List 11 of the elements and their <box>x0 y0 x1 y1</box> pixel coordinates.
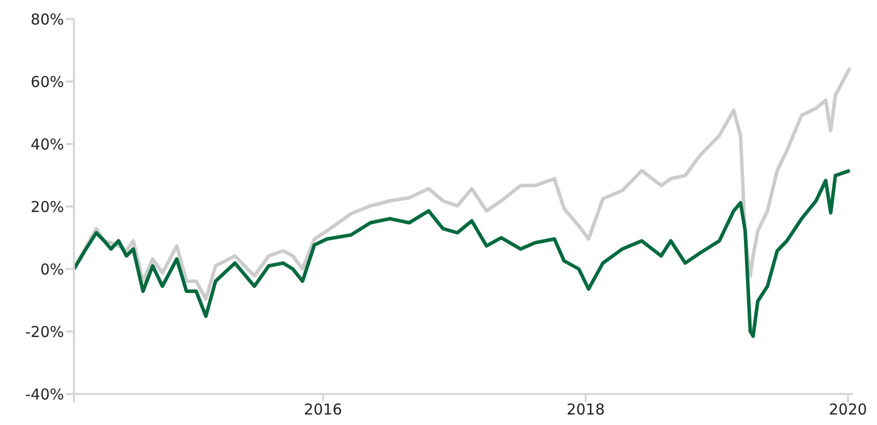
y-tick-label: 80% <box>30 10 64 28</box>
y-tick-label: 20% <box>30 198 64 216</box>
y-tick-label: -20% <box>25 322 64 341</box>
y-tick-label: 60% <box>30 72 64 91</box>
y-tick-label: -40% <box>25 385 64 404</box>
y-tick-label: 0% <box>40 260 64 278</box>
y-tick-label: 40% <box>30 135 64 154</box>
line-series <box>74 168 852 338</box>
x-tick-label: 2020 <box>828 400 868 419</box>
x-tick-label: 2018 <box>566 400 605 419</box>
x-tick-label: 2016 <box>304 400 342 419</box>
